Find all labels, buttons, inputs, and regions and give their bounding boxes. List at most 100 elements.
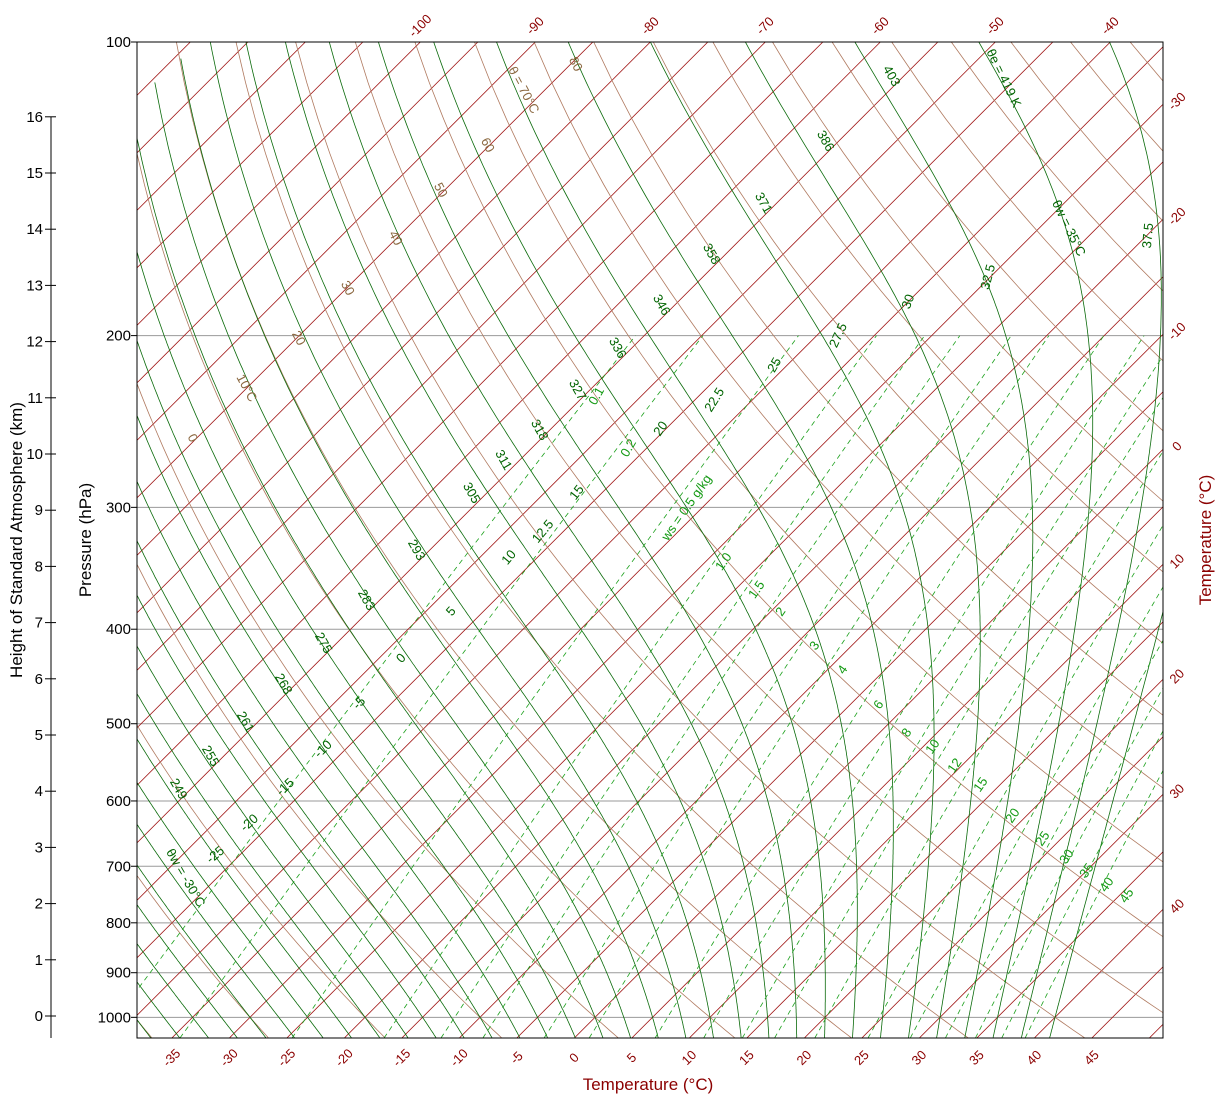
plot-frame	[136, 41, 1164, 1039]
bottom-temperature-tick-label: 20	[794, 1047, 815, 1068]
top-temperature-tick-label: -60	[868, 14, 892, 38]
height-tick-label: 7	[35, 615, 43, 632]
isotherm-line	[1149, 1023, 1163, 1038]
mixing-ratio-label: 45	[1116, 885, 1137, 905]
theta-w-label: 10	[498, 547, 519, 568]
isotherm-line	[401, 276, 1163, 1038]
isotherm-line	[137, 42, 939, 844]
dry-adiabat-label: 10°C	[234, 372, 261, 405]
dry-adiabat-line	[474, 42, 1163, 863]
bottom-temperature-tick-label: -30	[217, 1046, 241, 1070]
pressure-tick-label: 700	[106, 858, 131, 875]
mixing-ratio-line	[137, 335, 636, 991]
dry-adiabat-label: 40	[386, 228, 406, 248]
mixing-ratio-line	[291, 335, 799, 1038]
theta-w-label: 0	[393, 650, 409, 666]
mixing-ratio-line	[975, 687, 1163, 1038]
dry-adiabat-label: 0	[185, 431, 202, 444]
dry-adiabat-label: 80	[566, 54, 586, 74]
dry-adiabat-line	[533, 42, 1163, 789]
theta-w-label: 5	[443, 603, 459, 618]
mixing-ratio-label: 3	[806, 638, 822, 653]
isotherm-line	[137, 42, 479, 384]
height-tick-label: 11	[27, 390, 43, 407]
isotherm-line	[137, 42, 536, 441]
dry-adiabat-line	[414, 42, 1163, 938]
moist-adiabat-line	[137, 781, 324, 1038]
mixing-ratio-line	[482, 335, 961, 1038]
moist-adiabat-line	[650, 42, 935, 1038]
moist-adiabat-line	[137, 864, 267, 1038]
dry-adiabat-line	[235, 42, 969, 1038]
mixing-ratio-label: 2	[772, 604, 788, 619]
theta-e-label: 305	[460, 480, 484, 506]
moist-adiabat-line	[328, 42, 770, 1038]
isotherm-line	[171, 46, 1163, 1038]
mixing-ratio-label: 20	[1002, 805, 1023, 825]
mixing-ratio-label: 6	[870, 697, 886, 712]
theta-e-label: 386	[814, 128, 838, 154]
theta-e-label: 403	[880, 63, 904, 89]
moist-adiabat-line	[433, 42, 826, 1038]
moist-adiabat-line	[137, 981, 181, 1038]
isotherm-line	[137, 42, 191, 96]
isotherm-line	[137, 42, 364, 269]
top-temperature-tick-label: -40	[1098, 14, 1122, 38]
isotherm-line	[137, 42, 306, 211]
moist-adiabat-line	[154, 82, 632, 1038]
isotherm-line	[689, 563, 1163, 1038]
isotherm-line	[137, 42, 1111, 1016]
dry-adiabat-label: 50	[431, 180, 451, 200]
pressure-tick-label: 100	[106, 34, 131, 51]
isotherm-line	[137, 42, 881, 786]
moist-adiabat-line	[496, 42, 858, 1038]
pressure-tick-label: 500	[106, 716, 131, 733]
isotherm-line	[631, 506, 1163, 1038]
mixing-ratio-label: 0.1	[585, 384, 607, 407]
dry-adiabat-line	[1010, 42, 1163, 222]
isotherm-line	[229, 103, 1163, 1038]
isotherm-line	[861, 736, 1163, 1038]
isotherm-line	[137, 42, 421, 326]
theta-w-label: -25	[203, 843, 227, 867]
bottom-temperature-tick-label: 10	[679, 1047, 700, 1068]
moist-adiabat-line	[978, 42, 1094, 1038]
theta-w-label: 37.5	[1139, 222, 1156, 249]
bottom-temperature-tick-label: 45	[1081, 1047, 1102, 1068]
theta-w-label: 27.5	[826, 320, 850, 349]
right-temperature-tick-label: 40	[1166, 896, 1187, 917]
theta-e-label: 255	[199, 743, 223, 769]
theta-e-label: θe = 419 K	[983, 46, 1024, 110]
theta-w-label: 30	[898, 292, 917, 311]
moist-adiabat-line	[137, 250, 576, 1038]
height-tick-label: 12	[26, 334, 43, 351]
moist-adiabat-line	[137, 414, 521, 1038]
isotherm-line	[976, 851, 1163, 1038]
dry-adiabat-line	[593, 42, 1163, 716]
height-tick-label: 10	[26, 446, 43, 463]
dry-adiabat-label: 60	[478, 135, 498, 155]
mixing-ratio-label: 4	[834, 662, 850, 677]
height-tick-label: 16	[26, 109, 43, 126]
moist-adiabat-line	[137, 539, 465, 1038]
height-tick-label: 14	[26, 221, 43, 238]
moist-adiabat-line	[854, 42, 1034, 1038]
bottom-temperature-tick-label: -25	[275, 1046, 299, 1070]
pressure-tick-label: 600	[106, 793, 131, 810]
mixing-ratio-line	[1001, 730, 1163, 1038]
theta-w-label: -5	[349, 693, 368, 712]
y-axis-title-height: Height of Standard Atmosphere (km)	[7, 402, 26, 678]
top-temperature-tick-label: -70	[753, 14, 777, 38]
bottom-temperature-tick-label: 15	[736, 1047, 757, 1068]
isotherm-line	[137, 42, 709, 614]
height-tick-label: 2	[35, 896, 43, 913]
theta-w-label: -15	[273, 775, 297, 799]
mixing-ratio-label: 10	[922, 736, 943, 756]
isotherm-line	[344, 218, 1163, 1038]
right-temperature-tick-label: 0	[1169, 438, 1185, 454]
mixing-ratio-label: 15	[970, 774, 991, 794]
dry-adiabat-line	[712, 42, 1163, 573]
isotherm-line	[286, 161, 1163, 1038]
moist-adiabat-line	[137, 692, 381, 1038]
